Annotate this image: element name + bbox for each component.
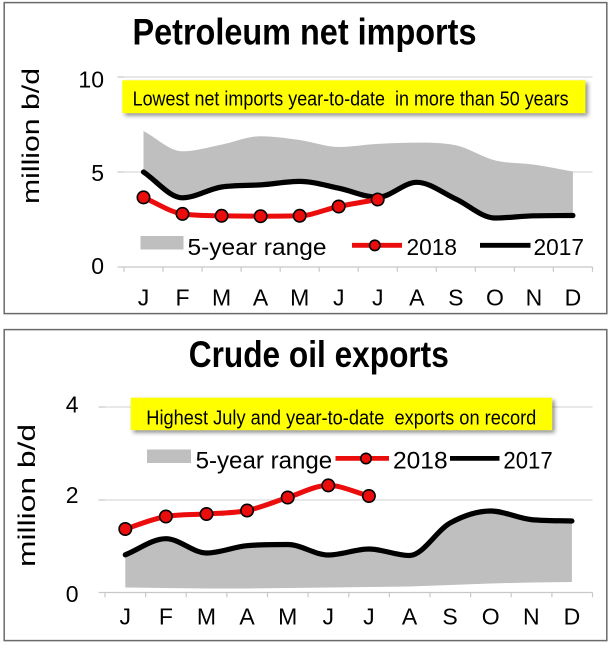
svg-text:N: N (526, 285, 543, 311)
svg-text:2: 2 (66, 482, 79, 508)
svg-text:J: J (333, 285, 345, 311)
svg-text:2017: 2017 (503, 447, 552, 474)
svg-text:4: 4 (66, 392, 79, 418)
svg-text:Lowest net imports year-to-dat: Lowest net imports year-to-date in more … (133, 88, 569, 111)
svg-text:10: 10 (78, 67, 104, 93)
svg-text:0: 0 (91, 253, 104, 279)
svg-text:J: J (372, 285, 384, 311)
svg-text:Petroleum net imports: Petroleum net imports (133, 11, 477, 53)
svg-text:million b/d: million b/d (18, 68, 45, 204)
svg-text:2018: 2018 (407, 234, 458, 260)
svg-text:J: J (363, 604, 375, 630)
svg-text:2018: 2018 (393, 447, 448, 474)
svg-text:A: A (402, 604, 418, 630)
svg-text:M: M (197, 604, 216, 630)
svg-text:A: A (239, 604, 255, 630)
svg-text:F: F (175, 285, 189, 311)
svg-text:O: O (482, 604, 500, 630)
svg-text:M: M (290, 285, 309, 311)
svg-text:N: N (523, 604, 540, 630)
svg-text:J: J (138, 285, 150, 311)
svg-text:million b/d: million b/d (14, 424, 41, 567)
svg-text:M: M (212, 285, 231, 311)
svg-text:J: J (323, 604, 335, 630)
svg-text:F: F (159, 604, 173, 630)
svg-text:M: M (278, 604, 297, 630)
svg-text:A: A (253, 285, 269, 311)
svg-text:Highest July and year-to-date: Highest July and year-to-date exports on… (146, 406, 536, 429)
svg-text:D: D (564, 604, 581, 630)
svg-text:0: 0 (66, 581, 79, 607)
svg-text:O: O (486, 285, 504, 311)
svg-text:2017: 2017 (534, 234, 585, 260)
svg-text:S: S (442, 604, 457, 630)
svg-text:5-year range: 5-year range (196, 447, 333, 474)
svg-text:5: 5 (91, 160, 104, 186)
svg-text:D: D (565, 285, 582, 311)
svg-text:Crude oil exports: Crude oil exports (189, 333, 449, 375)
svg-text:J: J (120, 604, 132, 630)
svg-text:A: A (409, 285, 425, 311)
svg-text:5-year range: 5-year range (188, 234, 327, 260)
svg-text:S: S (448, 285, 463, 311)
